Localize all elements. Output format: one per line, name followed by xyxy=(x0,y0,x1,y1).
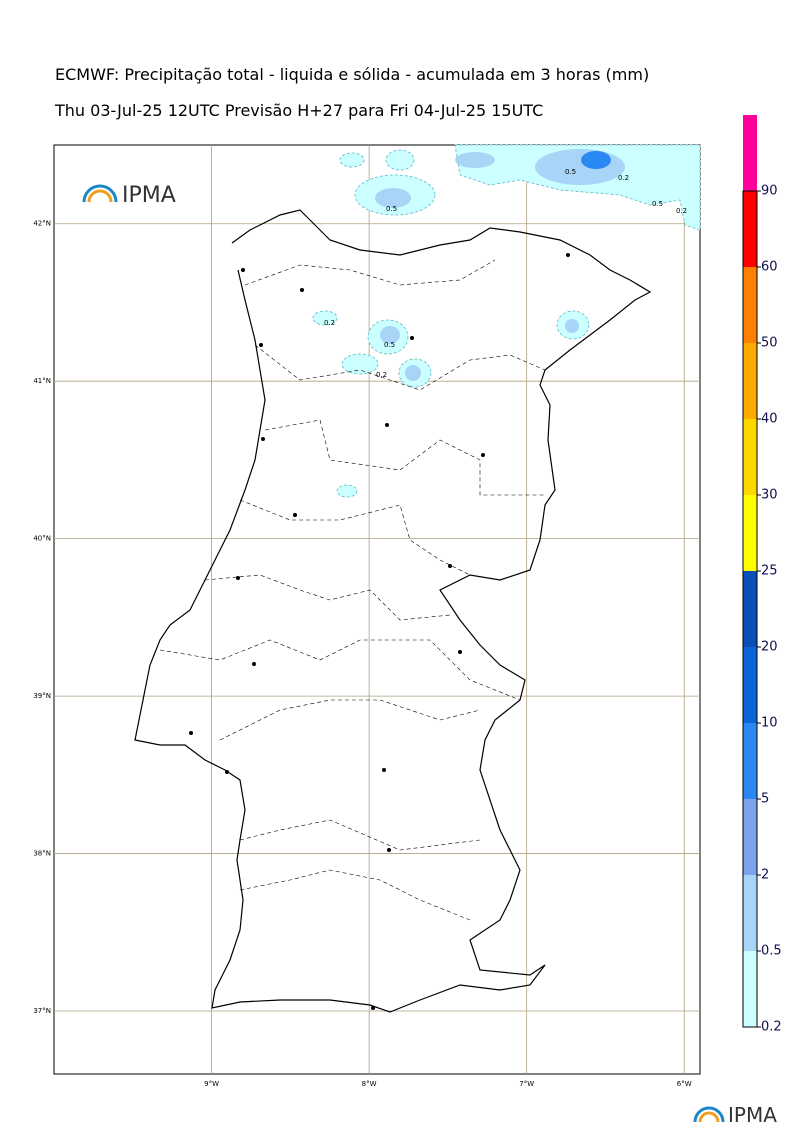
title: ECMWF: Precipitação total - liquida e só… xyxy=(55,65,649,84)
colorbar-label: 0.2 xyxy=(761,1020,782,1035)
colorbar-segment xyxy=(743,115,757,191)
colorbar-segment xyxy=(743,267,757,343)
contour-label: 0.2 xyxy=(376,371,387,379)
logo-bottom: IPMA xyxy=(693,1103,777,1127)
lat-tick-label: 42°N xyxy=(33,220,51,228)
colorbar-segment xyxy=(743,495,757,571)
colorbar-label: 5 xyxy=(761,792,769,807)
lon-tick-label: 6°W xyxy=(677,1080,692,1088)
contour-label: 0.2 xyxy=(676,207,687,215)
logo-text: IPMA xyxy=(122,183,176,208)
lon-tick-label: 8°W xyxy=(362,1080,377,1088)
contour-labels: 0.5 0.2 0.5 0.2 0.5 0.2 0.5 0.2 xyxy=(324,168,687,379)
colorbar-label: 90 xyxy=(761,184,778,199)
lat-tick-label: 41°N xyxy=(33,377,51,385)
contour-label: 0.2 xyxy=(324,319,335,327)
colorbar-label: 60 xyxy=(761,260,778,275)
lon-tick-label: 9°W xyxy=(204,1080,219,1088)
colorbar-label: 0.5 xyxy=(761,944,782,959)
graticule: 9°W 8°W 7°W 6°W 42°N 41°N 40°N 39°N 38°N 37°N xyxy=(33,145,700,1088)
colorbar-label: 10 xyxy=(761,716,778,731)
contour-label: 0.5 xyxy=(565,168,576,176)
map-frame xyxy=(53,144,701,1075)
colorbar-frame xyxy=(742,190,758,1028)
lat-tick-label: 39°N xyxy=(33,692,51,700)
colorbar-label: 40 xyxy=(761,412,778,427)
colorbar-segment xyxy=(743,723,757,799)
colorbar-segment xyxy=(743,647,757,723)
colorbar-segment xyxy=(743,191,757,267)
contour-label: 0.5 xyxy=(384,341,395,349)
lat-tick-label: 37°N xyxy=(33,1007,51,1015)
colorbar-segment xyxy=(743,571,757,647)
colorbar-segment xyxy=(743,799,757,875)
lon-tick-label: 7°W xyxy=(519,1080,534,1088)
district-borders xyxy=(159,259,546,921)
contour-label: 0.5 xyxy=(386,205,397,213)
subtitle: Thu 03-Jul-25 12UTC Previsão H+27 para F… xyxy=(54,101,543,120)
colorbar-label: 2 xyxy=(761,868,769,883)
colorbar-label: 50 xyxy=(761,336,778,351)
colorbar-segment xyxy=(743,419,757,495)
coastline-border xyxy=(134,209,652,1013)
colorbar-label: 25 xyxy=(761,564,778,579)
colorbar-label: 30 xyxy=(761,488,778,503)
contour-label: 0.2 xyxy=(618,174,629,182)
logo-top: IPMA xyxy=(82,183,176,208)
colorbar-label: 20 xyxy=(761,640,778,655)
logo-text: IPMA xyxy=(728,1103,777,1127)
lat-tick-label: 40°N xyxy=(33,535,51,543)
precip-field xyxy=(312,144,701,498)
contour-label: 0.5 xyxy=(652,200,663,208)
city-dots xyxy=(189,253,570,1010)
colorbar-segment xyxy=(743,951,757,1027)
colorbar-segment xyxy=(743,343,757,419)
colorbar-segment xyxy=(743,875,757,951)
lat-tick-label: 38°N xyxy=(33,850,51,858)
